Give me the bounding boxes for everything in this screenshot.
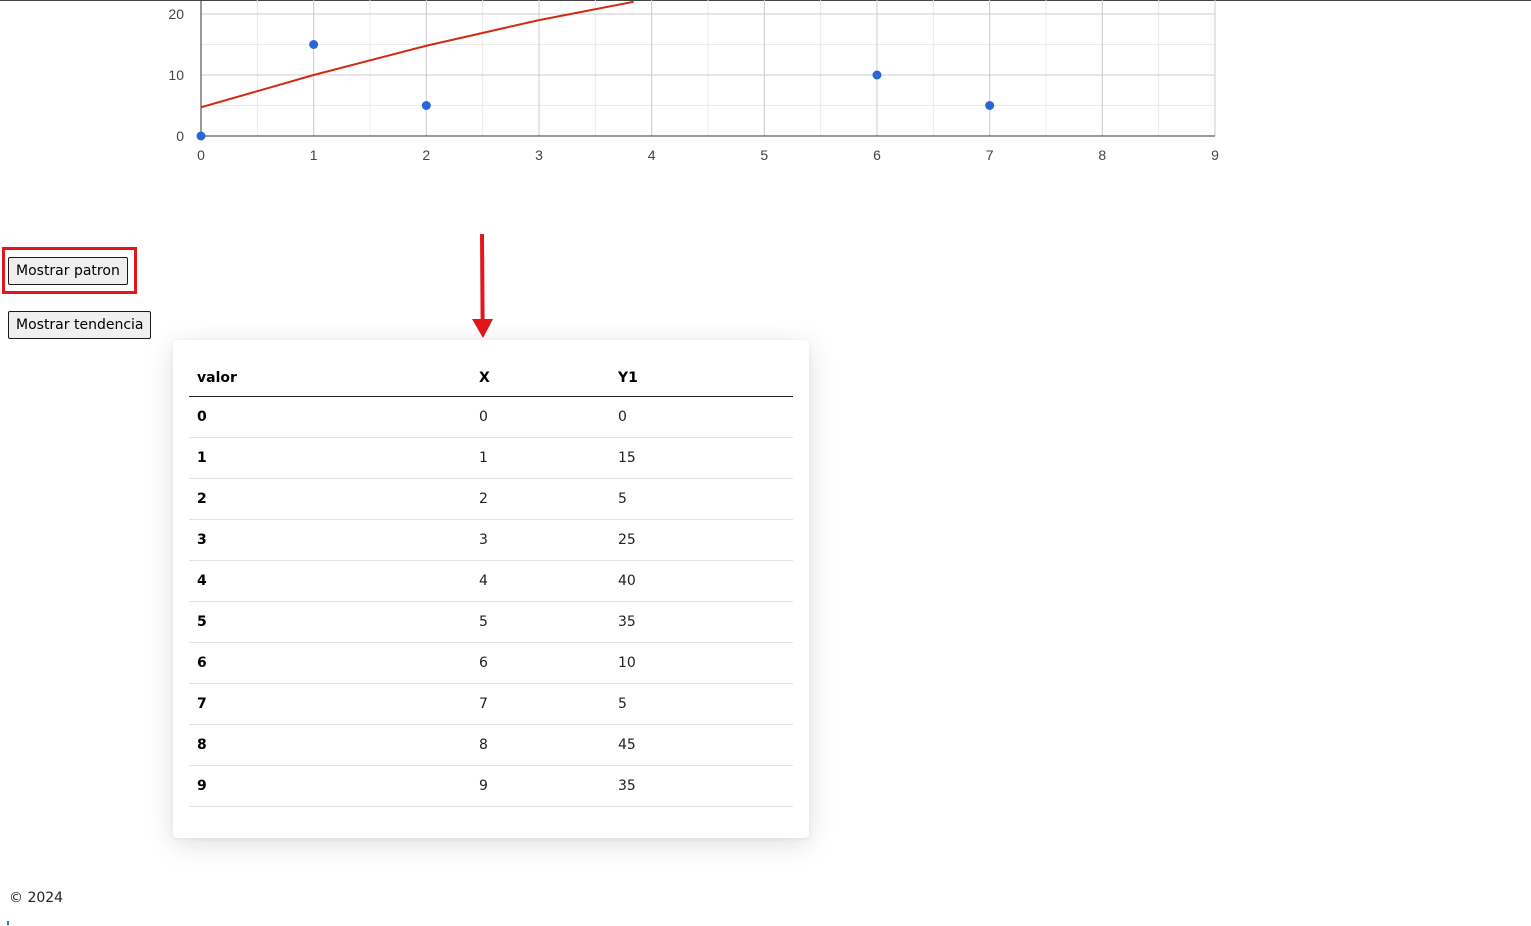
table-row: 9 9 35: [189, 765, 793, 807]
data-point: [872, 70, 882, 80]
data-point: [421, 101, 431, 110]
y-tick-label: 10: [168, 67, 184, 83]
x-tick-label: 1: [310, 147, 318, 163]
cell-y1: 15: [610, 437, 793, 479]
cell-valor: 1: [189, 437, 471, 479]
x-tick-label: 5: [760, 147, 768, 163]
footer-copyright: © 2024: [9, 890, 64, 906]
table-row: 4 4 40: [189, 560, 793, 602]
cell-valor: 9: [189, 765, 471, 807]
x-tick-label: 9: [1211, 147, 1219, 163]
cell-valor: 8: [189, 724, 471, 766]
data-points: [196, 40, 995, 141]
x-tick-label: 4: [648, 147, 656, 163]
cell-y1: 35: [610, 601, 793, 643]
y-tick-label: 0: [176, 128, 184, 144]
cell-y1: 10: [610, 642, 793, 684]
cell-valor: 2: [189, 478, 471, 520]
table-header-row: valor X Y1: [189, 360, 793, 397]
cell-valor: 3: [189, 519, 471, 561]
major-grid: [201, 0, 1216, 136]
cell-x: 6: [471, 642, 610, 684]
table-row: 3 3 25: [189, 519, 793, 561]
x-tick-label: 8: [1098, 147, 1106, 163]
x-tick-label: 6: [873, 147, 881, 163]
cell-y1: 45: [610, 724, 793, 766]
cell-x: 7: [471, 683, 610, 725]
cell-x: 4: [471, 560, 610, 602]
trend-line: [201, 1, 634, 109]
cell-y1: 0: [610, 396, 793, 438]
cell-x: 3: [471, 519, 610, 561]
x-tick-label: 2: [422, 147, 430, 163]
table-row: 5 5 35: [189, 601, 793, 643]
data-point: [985, 101, 995, 110]
data-point: [196, 131, 206, 141]
cell-x: 2: [471, 478, 610, 520]
minor-grid: [201, 0, 1215, 136]
cell-x: 1: [471, 437, 610, 479]
cell-x: 5: [471, 601, 610, 643]
x-tick-label: 0: [197, 147, 205, 163]
cell-y1: 25: [610, 519, 793, 561]
show-pattern-button[interactable]: Mostrar patron: [8, 257, 128, 285]
x-tick-label: 3: [535, 147, 543, 163]
cell-x: 8: [471, 724, 610, 766]
cell-y1: 35: [610, 765, 793, 807]
header-x: X: [471, 360, 610, 397]
data-table-card: valor X Y1 0 0 0 1 1 15 2 2 5 3 3 25 4 4 40 5 5 35 6 6 10 7 7 5…: [173, 340, 809, 838]
x-tick-label: 7: [986, 147, 994, 163]
cell-y1: 5: [610, 478, 793, 520]
y-tick-label: 20: [168, 6, 184, 22]
table-row: 8 8 45: [189, 724, 793, 766]
data-table: valor X Y1 0 0 0 1 1 15 2 2 5 3 3 25 4 4 40 5 5 35 6 6 10 7 7 5…: [189, 360, 793, 807]
cell-x: 9: [471, 765, 610, 807]
red-arrow-annotation: [472, 233, 493, 338]
show-trend-button[interactable]: Mostrar tendencia: [8, 311, 152, 339]
cell-valor: 6: [189, 642, 471, 684]
chart-axes: [200, 0, 1215, 137]
table-row: 1 1 15: [189, 437, 793, 479]
cell-x: 0: [471, 396, 610, 438]
cell-valor: 0: [189, 396, 471, 438]
cell-valor: 5: [189, 601, 471, 643]
cell-y1: 40: [610, 560, 793, 602]
header-valor: valor: [189, 360, 471, 397]
trend-line-path: [201, 1, 634, 109]
tick-labels: 0 1 2 3 4 5 6 7 8 9 0 10 20: [168, 6, 1219, 163]
scatter-chart: 0 1 2 3 4 5 6 7 8 9 0 10 20: [0, 0, 1531, 163]
cell-valor: 7: [189, 683, 471, 725]
table-row: 6 6 10: [189, 642, 793, 684]
data-point: [309, 40, 319, 49]
cell-valor: 4: [189, 560, 471, 602]
corner-mark: [7, 921, 9, 925]
cell-y1: 5: [610, 683, 793, 725]
header-y1: Y1: [610, 360, 793, 397]
